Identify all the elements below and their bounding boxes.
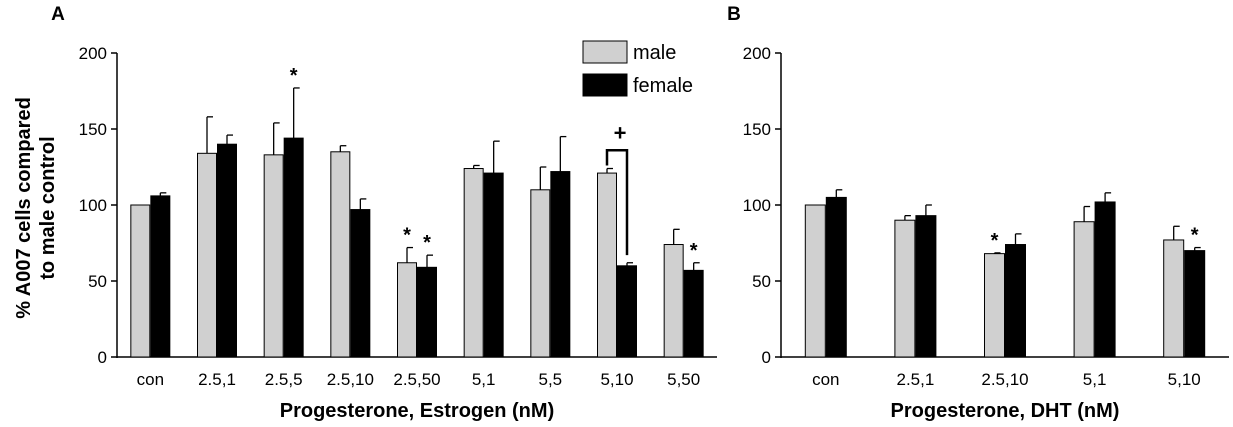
panel-letter: A	[51, 4, 65, 25]
x-tick-label: 2.5,50	[393, 370, 440, 389]
bar-male	[463, 168, 484, 358]
bar-female	[350, 209, 371, 358]
panel-a: A 0 50 100 150 200 con 2.5,1 * 2.5,5 2.5,10 * * 2.5,5…	[13, 4, 717, 422]
bar-female	[217, 143, 237, 358]
bar-female	[1005, 244, 1026, 358]
significance-marker: *	[991, 230, 999, 252]
bar-female	[1184, 250, 1206, 358]
panel-b: B 0 50 100 150 200 con 2.5,1 * 2.5,10 5,1 * 5,10 Prog…	[727, 4, 1229, 422]
legend-swatch-male	[582, 40, 628, 64]
y-tick-label: 100	[743, 196, 771, 215]
bar-male	[330, 151, 351, 358]
bar-female	[150, 195, 171, 358]
y-tick-label: 50	[752, 272, 771, 291]
y-tick-label: 150	[743, 120, 771, 139]
significance-marker: *	[690, 240, 698, 262]
bar-male	[984, 253, 1005, 358]
bar-male	[197, 152, 217, 358]
bar-female	[417, 266, 437, 358]
bar-male	[397, 262, 417, 358]
legend-swatch-female	[582, 73, 628, 97]
x-tick-label: 5,10	[1168, 370, 1201, 389]
bar-male	[530, 189, 551, 358]
bracket-label: +	[614, 120, 627, 145]
significance-marker: *	[403, 225, 411, 247]
bar-female	[283, 137, 304, 358]
bar-female	[825, 196, 847, 358]
bar-male	[663, 244, 684, 358]
y-tick-label: 50	[88, 272, 107, 291]
y-axis-title: % A007 cells compared to male control	[13, 97, 59, 319]
significance-marker: *	[1191, 225, 1199, 247]
x-axis-title: Progesterone, Estrogen (nM)	[280, 400, 554, 422]
y-tick-label: 150	[79, 120, 107, 139]
x-tick-label: 5,1	[472, 370, 496, 389]
y-tick-label: 0	[98, 348, 107, 367]
bar-male	[597, 172, 617, 358]
legend-label-male: male	[633, 42, 676, 64]
panel-letter: B	[727, 4, 741, 25]
bar-female	[550, 171, 571, 358]
y-axis-title-line-1: % A007 cells compared	[13, 97, 35, 319]
x-tick-label: con	[137, 370, 164, 389]
bar-female	[915, 215, 937, 358]
bar-male	[263, 154, 284, 358]
x-tick-label: con	[812, 370, 839, 389]
bracket	[605, 149, 629, 256]
bar-male	[804, 204, 826, 358]
bar-male	[894, 219, 916, 358]
bar-female	[683, 269, 704, 358]
x-tick-label: 2.5,10	[981, 370, 1028, 389]
y-tick-label: 200	[743, 44, 771, 63]
significance-marker: *	[290, 65, 298, 87]
bar-female	[483, 172, 504, 358]
y-tick-label: 100	[79, 196, 107, 215]
bar-female	[617, 265, 637, 358]
bar-female	[1094, 201, 1116, 358]
x-tick-label: 2.5,1	[198, 370, 236, 389]
x-tick-label: 2.5,5	[265, 370, 303, 389]
significance-marker: *	[423, 232, 431, 254]
x-tick-label: 5,10	[600, 370, 633, 389]
x-axis-title: Progesterone, DHT (nM)	[891, 400, 1120, 422]
bar-male	[1163, 239, 1185, 358]
x-tick-label: 5,5	[539, 370, 563, 389]
legend-label-female: female	[633, 75, 693, 97]
x-tick-label: 2.5,1	[896, 370, 934, 389]
y-tick-label: 0	[762, 348, 771, 367]
y-tick-label: 200	[79, 44, 107, 63]
x-tick-label: 2.5,10	[327, 370, 374, 389]
x-tick-label: 5,50	[667, 370, 700, 389]
bar-male	[130, 204, 151, 358]
bar-male	[1073, 221, 1095, 358]
y-axis-title-line-2: to male control	[37, 136, 59, 279]
x-tick-label: 5,1	[1083, 370, 1107, 389]
